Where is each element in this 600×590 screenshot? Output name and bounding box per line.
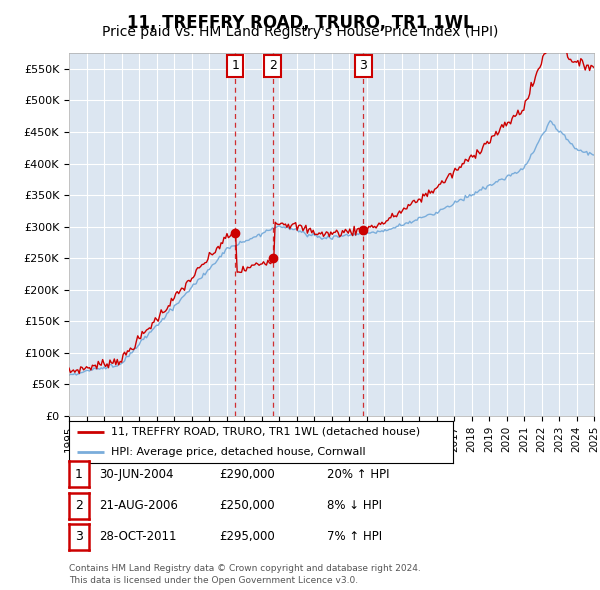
Text: Contains HM Land Registry data © Crown copyright and database right 2024.
This d: Contains HM Land Registry data © Crown c…: [69, 565, 421, 585]
Text: 2: 2: [269, 60, 277, 73]
Text: HPI: Average price, detached house, Cornwall: HPI: Average price, detached house, Corn…: [111, 447, 366, 457]
Text: 21-AUG-2006: 21-AUG-2006: [99, 499, 178, 512]
Text: 2: 2: [75, 499, 83, 512]
Text: 3: 3: [75, 530, 83, 543]
Text: 20% ↑ HPI: 20% ↑ HPI: [327, 468, 389, 481]
Text: 30-JUN-2004: 30-JUN-2004: [99, 468, 173, 481]
Text: 11, TREFFRY ROAD, TRURO, TR1 1WL (detached house): 11, TREFFRY ROAD, TRURO, TR1 1WL (detach…: [111, 427, 421, 437]
Text: 28-OCT-2011: 28-OCT-2011: [99, 530, 176, 543]
Text: £250,000: £250,000: [219, 499, 275, 512]
Text: Price paid vs. HM Land Registry's House Price Index (HPI): Price paid vs. HM Land Registry's House …: [102, 25, 498, 40]
Text: 8% ↓ HPI: 8% ↓ HPI: [327, 499, 382, 512]
Text: 11, TREFFRY ROAD, TRURO, TR1 1WL: 11, TREFFRY ROAD, TRURO, TR1 1WL: [127, 14, 473, 32]
Text: 7% ↑ HPI: 7% ↑ HPI: [327, 530, 382, 543]
Text: 1: 1: [75, 468, 83, 481]
Text: £290,000: £290,000: [219, 468, 275, 481]
Text: 3: 3: [359, 60, 367, 73]
Text: 1: 1: [231, 60, 239, 73]
Text: £295,000: £295,000: [219, 530, 275, 543]
